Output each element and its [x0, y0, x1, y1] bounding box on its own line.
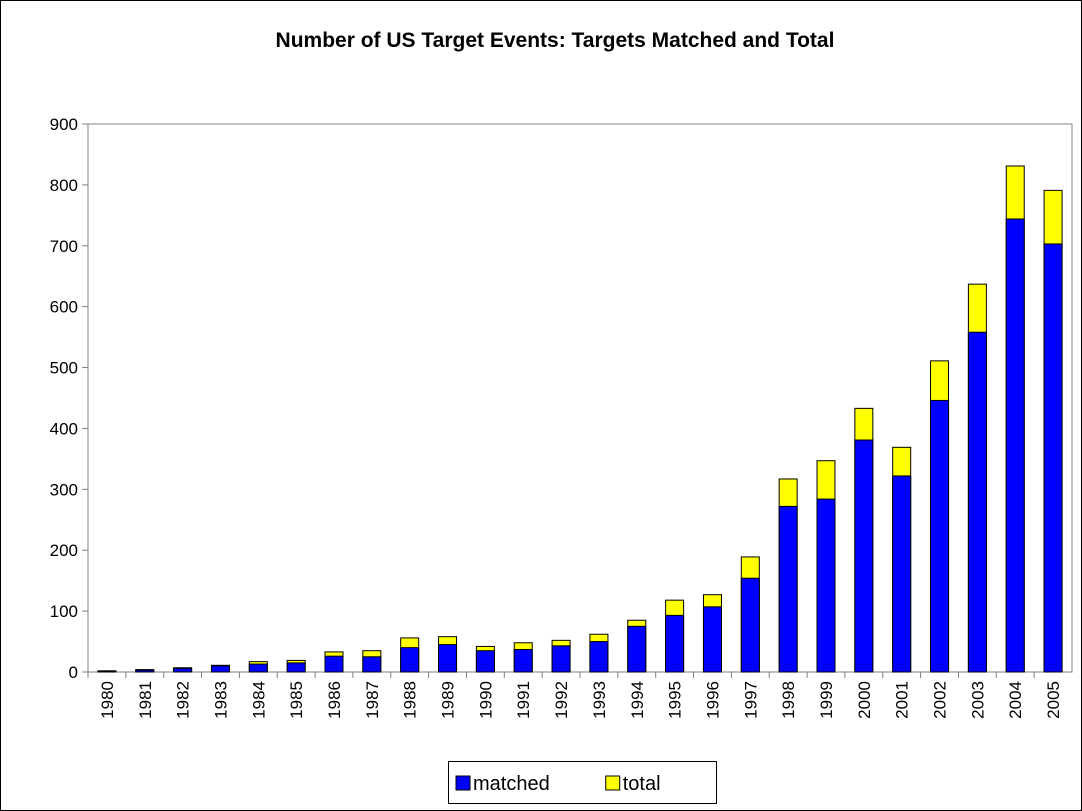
bar [248, 663, 268, 673]
bar [97, 670, 117, 673]
y-tick-label: 200 [50, 541, 78, 560]
bar [854, 439, 874, 673]
x-tick-label: 1993 [590, 681, 609, 719]
x-tick-label: 2000 [855, 681, 874, 719]
bar [589, 641, 609, 673]
legend-swatch [455, 775, 471, 791]
x-tick-label: 2001 [893, 681, 912, 719]
x-tick-label: 1994 [628, 681, 647, 719]
x-tick-label: 1990 [476, 681, 495, 719]
bar [286, 662, 306, 673]
bar [400, 647, 420, 673]
x-tick-label: 1981 [136, 681, 155, 719]
bar [778, 505, 798, 673]
y-tick-label: 800 [50, 176, 78, 195]
x-tick-label: 2003 [968, 681, 987, 719]
bar [173, 667, 193, 673]
bar [135, 669, 155, 673]
bar [324, 655, 344, 673]
y-tick-label: 500 [50, 359, 78, 378]
x-tick-label: 1997 [741, 681, 760, 719]
bar [740, 577, 760, 673]
legend-swatch [605, 775, 621, 791]
bar [438, 644, 458, 673]
bar [513, 648, 533, 673]
x-tick-label: 1985 [287, 681, 306, 719]
x-tick-label: 1999 [817, 681, 836, 719]
bar [1005, 218, 1025, 673]
x-tick-label: 1983 [211, 681, 230, 719]
chart-title: Number of US Target Events: Targets Matc… [276, 29, 835, 52]
bar [892, 475, 912, 673]
bar [967, 331, 987, 673]
legend-label: total [623, 773, 661, 795]
x-tick-label: 1998 [779, 681, 798, 719]
bar [210, 665, 230, 673]
y-tick-label: 600 [50, 298, 78, 317]
bar [627, 625, 647, 673]
legend-label: matched [473, 773, 550, 795]
x-tick-label: 1989 [439, 681, 458, 719]
x-tick-label: 2002 [931, 681, 950, 719]
x-tick-label: 1996 [703, 681, 722, 719]
x-tick-label: 1992 [552, 681, 571, 719]
bar [475, 650, 495, 673]
y-tick-label: 400 [50, 419, 78, 438]
bar [362, 656, 382, 673]
y-tick-label: 300 [50, 480, 78, 499]
y-tick-label: 700 [50, 237, 78, 256]
x-tick-label: 1986 [325, 681, 344, 719]
y-tick-label: 100 [50, 602, 78, 621]
x-tick-label: 1995 [666, 681, 685, 719]
legend [448, 761, 717, 804]
bar [551, 645, 571, 673]
x-tick-label: 1987 [363, 681, 382, 719]
bar [1043, 243, 1063, 673]
x-tick-label: 1984 [249, 681, 268, 719]
bar [930, 399, 950, 673]
x-tick-label: 2005 [1044, 681, 1063, 719]
x-tick-label: 1991 [514, 681, 533, 719]
x-tick-label: 1982 [174, 681, 193, 719]
bar [702, 606, 722, 673]
bar [665, 614, 685, 673]
y-tick-label: 900 [50, 115, 78, 134]
y-tick-label: 0 [69, 663, 78, 682]
x-tick-label: 1980 [98, 681, 117, 719]
x-tick-label: 2004 [1006, 681, 1025, 719]
bar [816, 498, 836, 673]
x-tick-label: 1988 [401, 681, 420, 719]
